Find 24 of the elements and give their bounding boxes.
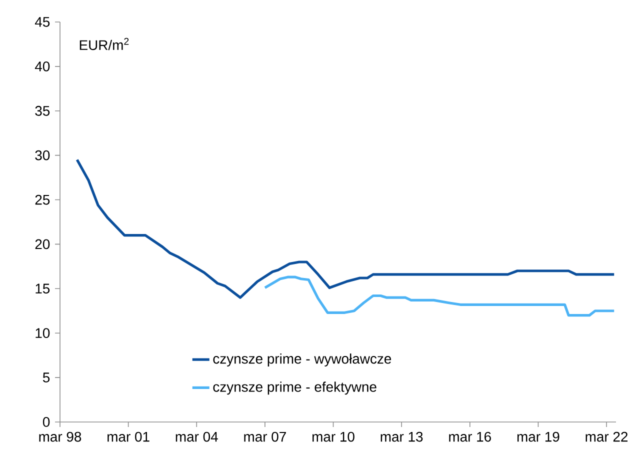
y-tick-label: 15: [36, 284, 50, 294]
y-axis-title: EUR/m$^{2}$: [80, 38, 129, 50]
x-tick-label: mar 98: [39, 432, 82, 442]
y-tick-label: 45: [34, 17, 50, 27]
x-tick-label: mar 22: [586, 432, 628, 442]
y-tick-label: 40: [34, 61, 50, 72]
line-series: [264, 276, 616, 317]
legend-label: czynsze prime - efektywne: [213, 382, 376, 395]
legend-label: czynsze prime - wywoławcze: [213, 353, 392, 366]
y-tick-label: 10: [36, 328, 50, 338]
y-tick-label: 30: [35, 150, 50, 160]
x-tick-label: mar 13: [380, 432, 423, 442]
y-tick-label: 5: [42, 372, 50, 382]
y-tick-label: 0: [42, 417, 50, 427]
x-tick-label: mar 16: [449, 432, 491, 442]
y-tick-label: 20: [35, 239, 50, 250]
x-tick-label: mar 04: [176, 432, 218, 442]
x-tick-label: mar 07: [244, 432, 286, 442]
x-tick-label: mar 10: [312, 432, 354, 442]
line-series: [76, 158, 616, 299]
x-tick-label: mar 19: [517, 432, 560, 442]
y-tick-label: 35: [35, 106, 50, 116]
y-tick-label: 25: [35, 194, 50, 205]
x-tick-label: mar 01: [108, 432, 150, 442]
